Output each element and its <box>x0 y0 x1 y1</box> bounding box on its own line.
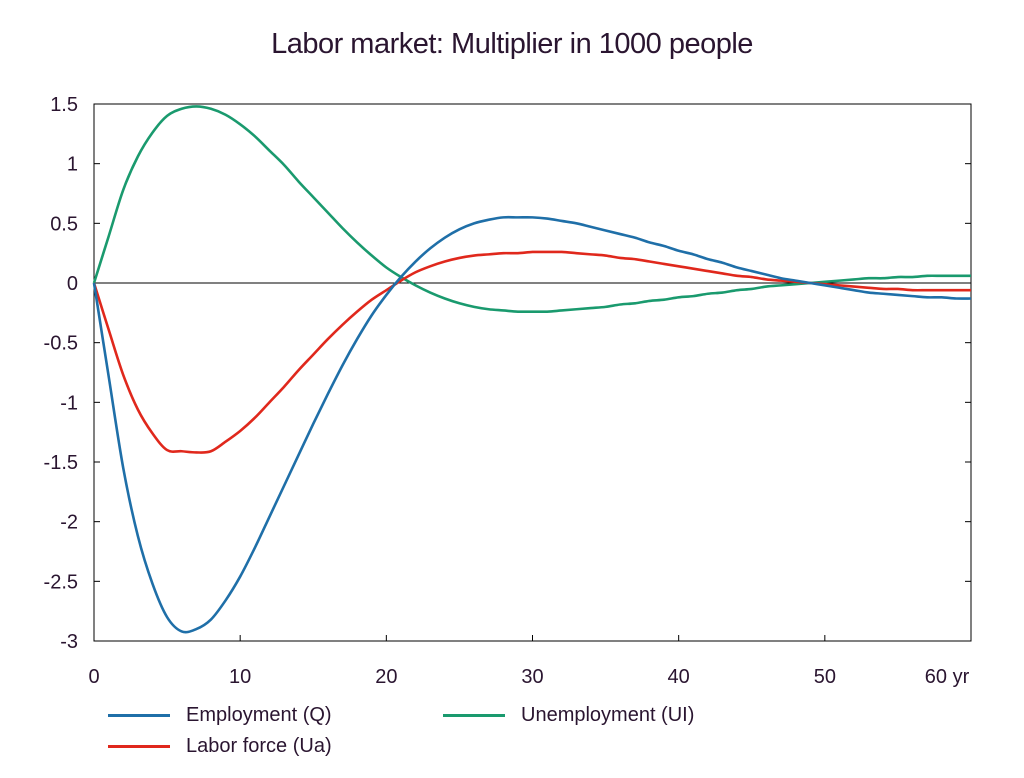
y-axis: 1.5 1 0.5 0 -0.5 -1 -1.5 -2 -2.5 -3 <box>44 94 971 653</box>
y-tick-label: 0.5 <box>50 213 78 235</box>
x-tick-label: 30 <box>521 666 543 688</box>
series-line-labor-force <box>92 250 971 454</box>
x-axis: 0 10 20 30 40 50 60 yr <box>88 635 972 688</box>
y-tick-label: -1 <box>60 392 78 414</box>
y-tick-label: -1.5 <box>44 452 78 474</box>
x-tick-label: 40 <box>668 666 690 688</box>
y-tick-label: 1.5 <box>50 94 78 116</box>
y-tick-label: 1 <box>67 154 78 176</box>
series-lines <box>92 105 972 634</box>
legend-label-labor-force: Labor force (Ua) <box>186 735 332 757</box>
y-tick-label: -3 <box>60 631 78 653</box>
legend-swatch-unemployment <box>443 714 505 717</box>
legend-item-unemployment: Unemployment (UI) <box>443 704 694 727</box>
legend-swatch-labor-force <box>108 745 170 748</box>
y-tick-label: -0.5 <box>44 333 78 355</box>
plot-border <box>93 103 972 642</box>
x-tick-label: 10 <box>229 666 251 688</box>
y-tick-label: -2.5 <box>44 571 78 593</box>
legend-swatch-employment <box>108 714 170 717</box>
x-tick-label: 50 <box>814 666 836 688</box>
legend-label-unemployment: Unemployment (UI) <box>521 704 695 726</box>
x-tick-label: 60 yr <box>925 666 970 688</box>
legend-label-employment: Employment (Q) <box>186 704 332 726</box>
x-tick-label: 0 <box>88 666 99 688</box>
legend-item-employment: Employment (Q) <box>108 704 332 727</box>
y-tick-label: 0 <box>67 273 78 295</box>
chart-title: Labor market: Multiplier in 1000 people <box>271 28 753 60</box>
x-tick-label: 20 <box>375 666 397 688</box>
plot-area <box>93 103 972 642</box>
series-line-employment <box>92 215 972 634</box>
y-tick-label: -2 <box>60 512 78 534</box>
series-line-unemployment <box>92 105 971 314</box>
legend-item-labor-force: Labor force (Ua) <box>108 735 332 758</box>
